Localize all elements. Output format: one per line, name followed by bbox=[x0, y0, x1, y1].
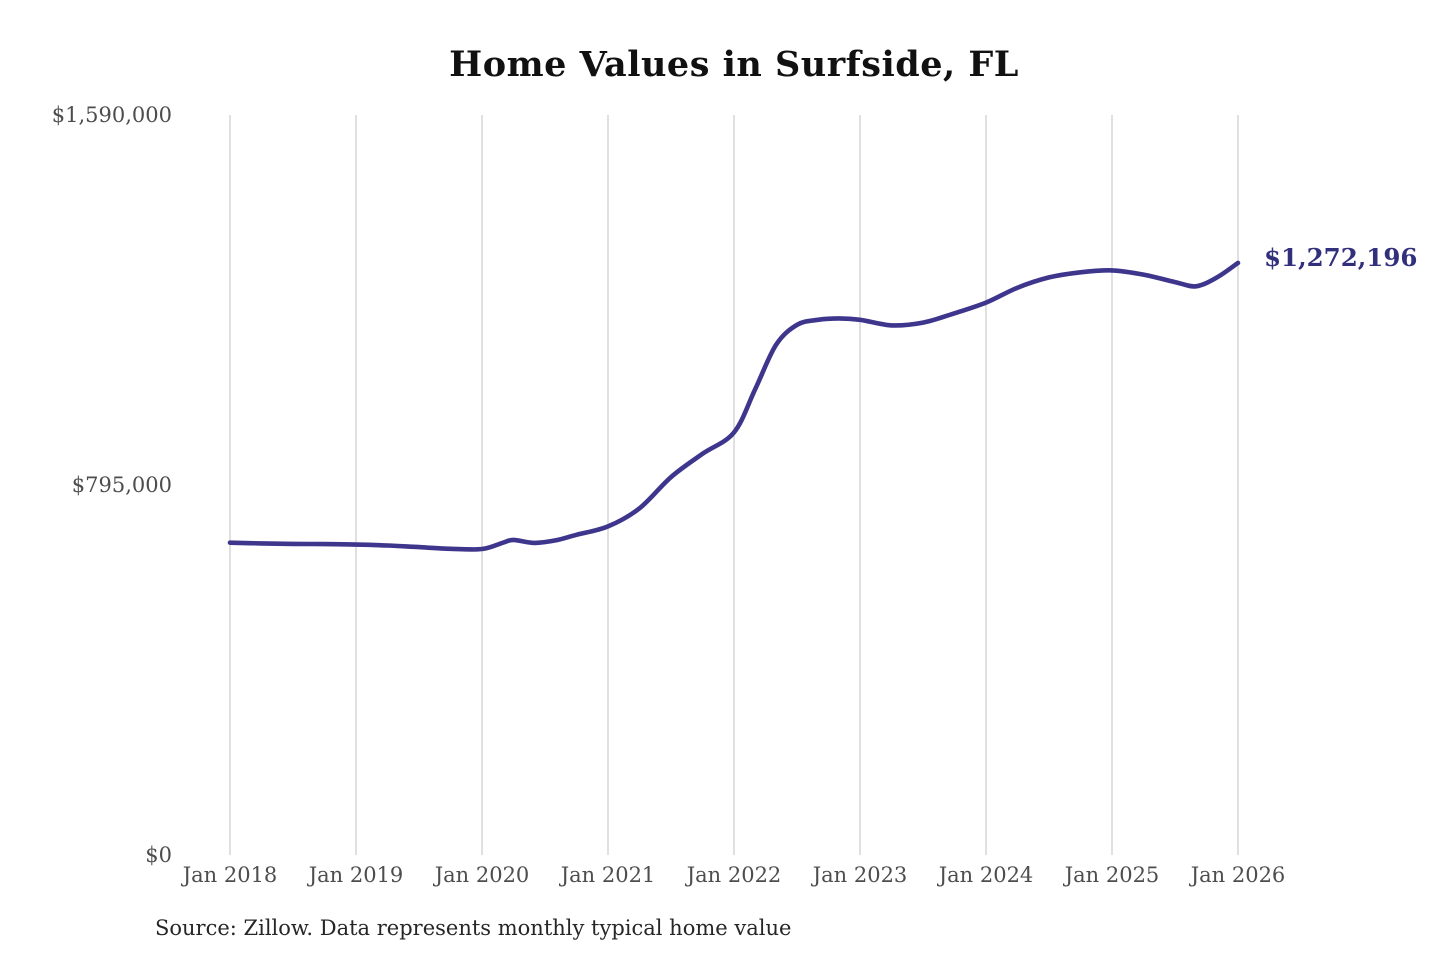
source-note: Source: Zillow. Data represents monthly … bbox=[155, 916, 792, 940]
home-value-line bbox=[227, 260, 1241, 552]
x-tick-label: Jan 2018 bbox=[181, 863, 278, 887]
end-value-label: $1,272,196 bbox=[1264, 243, 1417, 272]
x-tick-label: Jan 2019 bbox=[307, 863, 404, 887]
x-tick-label: Jan 2020 bbox=[433, 863, 530, 887]
x-tick-label: Jan 2022 bbox=[685, 863, 782, 887]
x-tick-label: Jan 2023 bbox=[811, 863, 908, 887]
chart-title: Home Values in Surfside, FL bbox=[449, 44, 1019, 85]
x-tick-label: Jan 2024 bbox=[937, 863, 1034, 887]
x-tick-label: Jan 2025 bbox=[1063, 863, 1160, 887]
x-tick-label: Jan 2021 bbox=[559, 863, 656, 887]
x-tick-label: Jan 2026 bbox=[1189, 863, 1286, 887]
y-tick-label: $1,590,000 bbox=[52, 103, 172, 127]
y-tick-label: $795,000 bbox=[72, 473, 172, 497]
y-tick-label: $0 bbox=[145, 843, 172, 867]
